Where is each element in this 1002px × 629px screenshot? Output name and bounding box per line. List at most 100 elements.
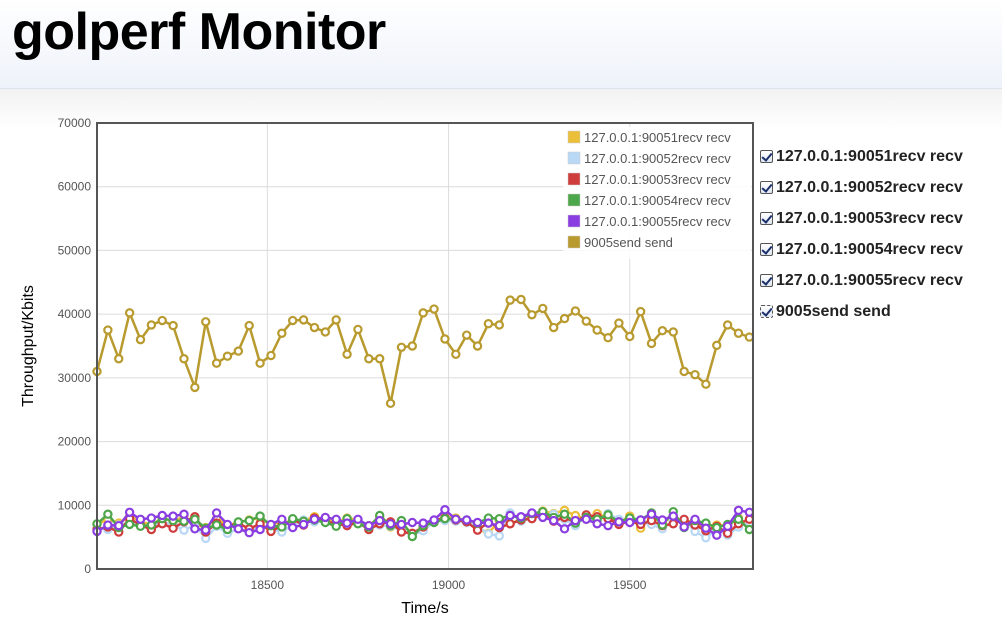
plot-border xyxy=(96,122,754,570)
data-point xyxy=(255,358,265,368)
data-point xyxy=(374,354,385,364)
legend-swatch xyxy=(567,172,581,186)
data-point xyxy=(646,338,657,349)
data-point xyxy=(690,369,700,380)
data-point xyxy=(277,514,287,525)
data-point xyxy=(516,512,526,522)
data-point xyxy=(527,310,537,320)
data-point xyxy=(190,524,200,534)
data-point xyxy=(733,328,744,338)
y-tick-label: 30000 xyxy=(58,371,92,385)
data-point xyxy=(255,511,265,521)
y-tick-label: 40000 xyxy=(58,307,92,321)
data-point xyxy=(233,524,244,534)
series-toggle-label: 127.0.0.1:90051recv recv xyxy=(776,147,963,165)
series-toggle-90055[interactable]: 127.0.0.1:90055recv recv xyxy=(760,265,963,296)
data-point xyxy=(712,522,722,533)
series-toggle-90053[interactable]: 127.0.0.1:90053recv recv xyxy=(760,203,963,234)
data-point xyxy=(309,514,320,525)
series-toggle-90051[interactable]: 127.0.0.1:90051recv recv xyxy=(760,141,963,172)
checkbox-icon[interactable] xyxy=(760,305,773,318)
x-tick-label: 19000 xyxy=(432,578,466,592)
data-point xyxy=(309,322,320,333)
data-point xyxy=(614,517,624,527)
data-point xyxy=(233,346,244,356)
data-point xyxy=(701,379,711,389)
series-toggle-90052[interactable]: 127.0.0.1:90052recv recv xyxy=(760,172,963,203)
legend-entry: 9005send send xyxy=(584,235,673,250)
data-point xyxy=(396,519,407,530)
checkbox-icon[interactable] xyxy=(760,243,773,256)
data-point xyxy=(298,519,309,530)
data-point xyxy=(320,512,331,523)
data-point xyxy=(701,523,711,533)
data-point xyxy=(266,519,276,530)
y-axis-label: Throughput/Kbits xyxy=(20,285,37,407)
data-point xyxy=(255,524,265,535)
page-title: golperf Monitor xyxy=(12,3,386,61)
data-point xyxy=(179,354,189,364)
checkbox-icon[interactable] xyxy=(760,212,773,225)
data-point xyxy=(494,520,504,531)
data-point xyxy=(277,328,287,338)
data-point xyxy=(244,515,254,526)
series-toggle-label: 127.0.0.1:90055recv recv xyxy=(776,271,963,289)
legend-entry: 127.0.0.1:90052recv recv xyxy=(584,151,731,166)
data-point xyxy=(157,510,167,521)
data-point xyxy=(712,530,722,540)
checkbox-icon[interactable] xyxy=(760,150,773,163)
data-point xyxy=(146,513,157,523)
data-point xyxy=(538,303,548,314)
data-point xyxy=(320,327,331,337)
data-point xyxy=(472,341,483,351)
data-point xyxy=(157,315,167,326)
data-point xyxy=(625,517,635,528)
data-point xyxy=(103,509,113,519)
data-point xyxy=(483,319,494,329)
legend-entry: 127.0.0.1:90054recv recv xyxy=(584,193,731,208)
series-toggle-90054[interactable]: 127.0.0.1:90054recv recv xyxy=(760,234,963,265)
data-point xyxy=(635,515,646,525)
data-point xyxy=(483,518,494,528)
data-point xyxy=(244,527,254,538)
data-point xyxy=(712,340,722,351)
data-point xyxy=(451,349,461,359)
data-point xyxy=(592,325,602,335)
data-point xyxy=(690,514,700,525)
data-point xyxy=(288,315,298,326)
series-6 xyxy=(92,294,755,409)
legend-entry: 127.0.0.1:90053recv recv xyxy=(584,172,731,187)
data-point xyxy=(603,510,613,520)
data-point xyxy=(407,517,418,528)
data-point xyxy=(396,527,407,537)
series-toggle-label: 127.0.0.1:90054recv recv xyxy=(776,240,963,258)
legend-entry: 127.0.0.1:90055recv recv xyxy=(584,214,731,229)
data-point xyxy=(722,521,733,532)
page-header: golperf Monitor xyxy=(0,0,1002,89)
data-point xyxy=(103,325,113,335)
data-point xyxy=(505,510,515,521)
data-point xyxy=(527,508,537,518)
data-point xyxy=(461,330,472,340)
data-point xyxy=(559,524,570,534)
data-point xyxy=(277,522,287,532)
data-point xyxy=(331,514,341,525)
series-toggle-9005send[interactable]: 9005send send xyxy=(760,296,963,327)
data-point xyxy=(733,505,744,516)
data-point xyxy=(418,518,428,528)
series-toggle-list: 127.0.0.1:90051recv recv 127.0.0.1:90052… xyxy=(760,141,963,327)
x-axis-label: Time/s xyxy=(401,600,448,617)
checkbox-icon[interactable] xyxy=(760,274,773,287)
data-point xyxy=(451,514,461,525)
data-point xyxy=(625,331,635,342)
data-point xyxy=(483,529,494,539)
data-point xyxy=(331,315,341,325)
series-toggle-label: 127.0.0.1:90052recv recv xyxy=(776,178,963,196)
legend-swatch xyxy=(567,214,581,228)
checkbox-icon[interactable] xyxy=(760,181,773,194)
data-point xyxy=(298,315,309,325)
data-point xyxy=(603,333,613,343)
data-point xyxy=(657,515,668,525)
data-point xyxy=(592,519,602,529)
